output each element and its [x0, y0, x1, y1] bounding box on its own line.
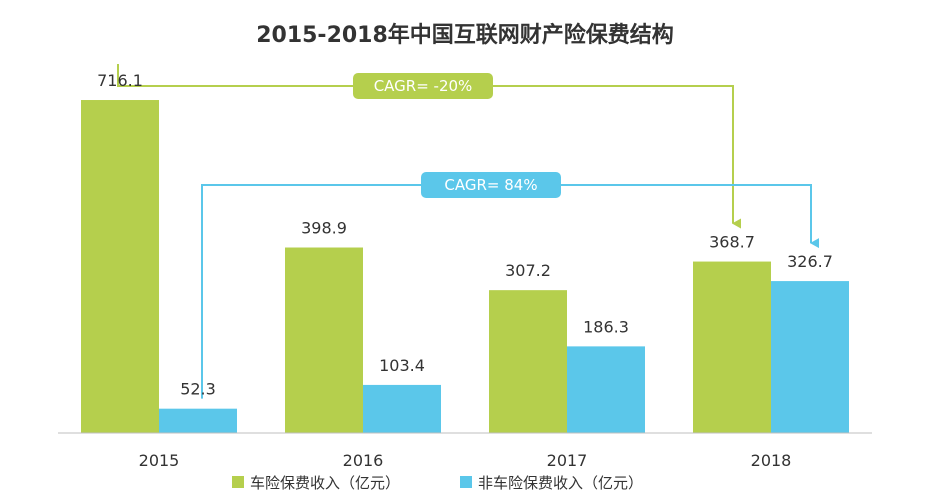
- bar-nonauto-2015: [159, 408, 237, 433]
- data-label-auto-2017: 307.2: [505, 261, 551, 280]
- bar-nonauto-2017: [567, 346, 645, 433]
- bars-group: [81, 100, 849, 434]
- x-tick-2018: 2018: [751, 451, 792, 470]
- bar-auto-2017: [489, 290, 567, 433]
- legend-swatch-0: [232, 476, 244, 488]
- x-tick-2015: 2015: [139, 451, 180, 470]
- data-labels: 716.1 52.3 398.9 103.4 307.2 186.3 368.7 326.7: [97, 71, 833, 399]
- data-label-nonauto-2016: 103.4: [379, 356, 425, 375]
- x-tick-labels: 2015 2016 2017 2018: [139, 451, 792, 470]
- data-label-nonauto-2017: 186.3: [583, 317, 629, 336]
- x-tick-2017: 2017: [547, 451, 588, 470]
- data-label-auto-2016: 398.9: [301, 219, 347, 238]
- cagr-badges: CAGR= -20% CAGR= 84%: [353, 73, 561, 198]
- bar-nonauto-2018: [771, 281, 849, 433]
- data-label-nonauto-2018: 326.7: [787, 252, 833, 271]
- data-label-auto-2018: 368.7: [709, 233, 755, 252]
- chart-title: 2015-2018年中国互联网财产险保费结构: [256, 22, 674, 48]
- cagr-badge-0: [353, 73, 493, 99]
- data-label-auto-2015: 716.1: [97, 71, 143, 90]
- x-tick-2016: 2016: [343, 451, 384, 470]
- cagr-label-1: CAGR= 84%: [444, 176, 537, 194]
- legend-swatch-1: [460, 476, 472, 488]
- bar-auto-2018: [693, 261, 771, 433]
- legend-label-0: 车险保费收入（亿元）: [250, 474, 400, 492]
- legend: 车险保费收入（亿元） 非车险保费收入（亿元）: [232, 474, 643, 492]
- bar-nonauto-2016: [363, 384, 441, 433]
- legend-label-1: 非车险保费收入（亿元）: [478, 474, 643, 492]
- bar-auto-2016: [285, 247, 363, 433]
- data-label-nonauto-2015: 52.3: [180, 380, 216, 399]
- cagr-badge-1: [421, 172, 561, 198]
- bar-auto-2015: [81, 100, 159, 434]
- cagr-label-0: CAGR= -20%: [374, 77, 473, 95]
